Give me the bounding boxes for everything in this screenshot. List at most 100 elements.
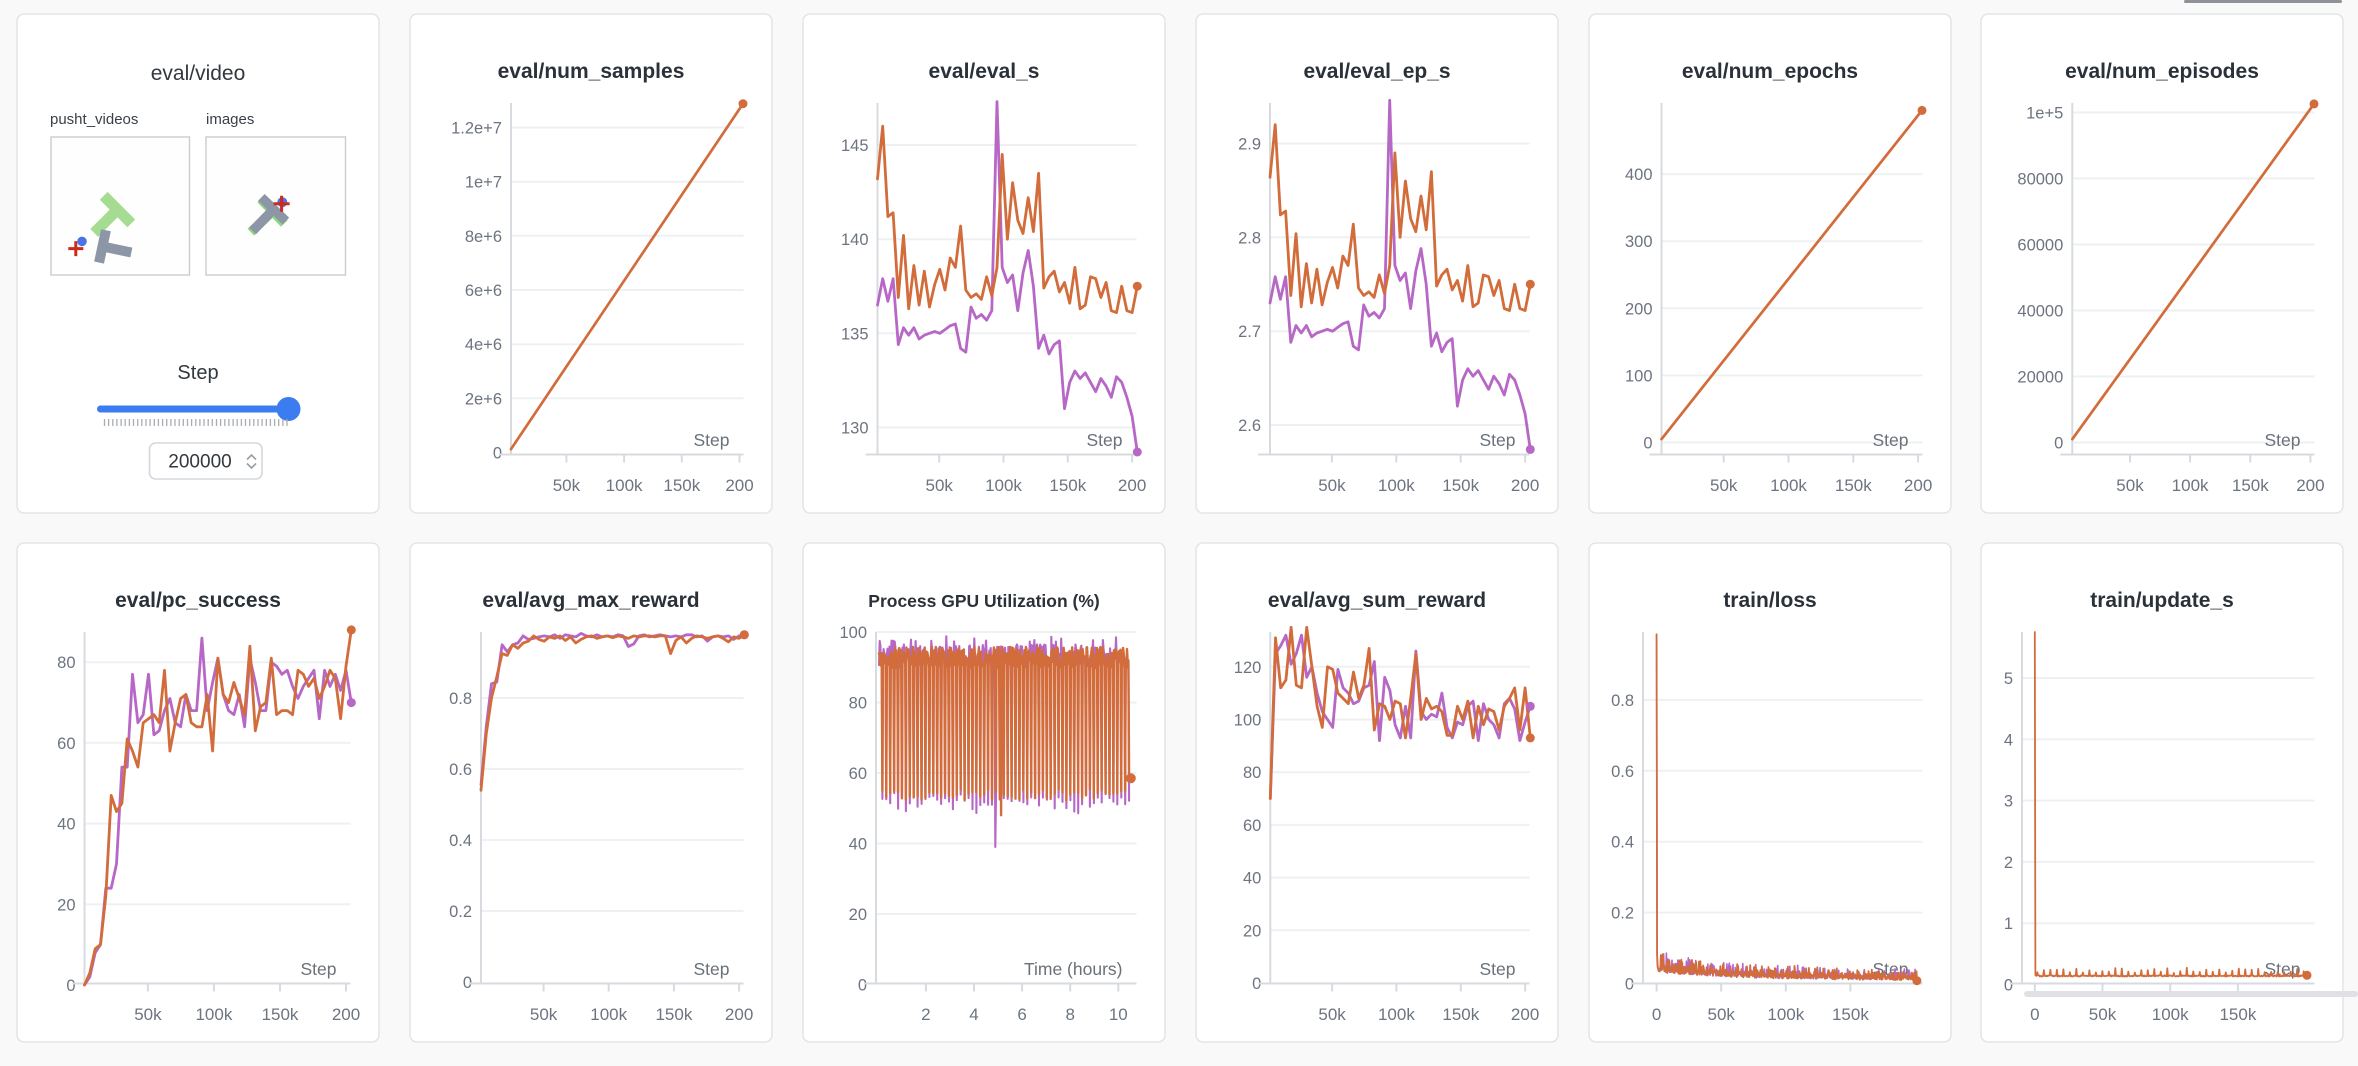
svg-text:80: 80 bbox=[849, 695, 867, 713]
svg-text:eval/video: eval/video bbox=[151, 62, 246, 85]
svg-text:0: 0 bbox=[2030, 1005, 2039, 1024]
svg-text:0.6: 0.6 bbox=[449, 761, 472, 779]
svg-text:80: 80 bbox=[57, 654, 75, 672]
svg-text:100k: 100k bbox=[1378, 1005, 1415, 1024]
svg-text:0: 0 bbox=[66, 977, 75, 995]
svg-text:Step: Step bbox=[1087, 430, 1123, 450]
svg-text:0.8: 0.8 bbox=[1611, 692, 1634, 710]
svg-text:80000: 80000 bbox=[2017, 171, 2063, 189]
svg-text:4: 4 bbox=[2004, 731, 2013, 749]
svg-text:100: 100 bbox=[1625, 367, 1653, 385]
svg-text:6e+6: 6e+6 bbox=[465, 282, 502, 300]
svg-text:40: 40 bbox=[1243, 870, 1261, 888]
svg-text:60: 60 bbox=[57, 735, 75, 753]
svg-text:20: 20 bbox=[849, 906, 867, 924]
svg-text:0: 0 bbox=[493, 445, 502, 463]
svg-text:150k: 150k bbox=[1442, 476, 1479, 495]
svg-text:150k: 150k bbox=[655, 1005, 692, 1024]
svg-text:1e+7: 1e+7 bbox=[465, 174, 502, 192]
svg-text:pusht_videos: pusht_videos bbox=[50, 111, 138, 128]
svg-text:Step: Step bbox=[1480, 959, 1516, 979]
svg-text:200000: 200000 bbox=[168, 452, 231, 473]
svg-text:8e+6: 8e+6 bbox=[465, 228, 502, 246]
svg-text:100k: 100k bbox=[590, 1005, 627, 1024]
svg-text:0: 0 bbox=[1625, 976, 1634, 994]
svg-text:100: 100 bbox=[1234, 712, 1262, 730]
svg-text:150k: 150k bbox=[1835, 476, 1872, 495]
svg-text:50k: 50k bbox=[1710, 476, 1738, 495]
svg-text:0.6: 0.6 bbox=[1611, 763, 1634, 781]
svg-text:40: 40 bbox=[849, 836, 867, 854]
svg-text:3: 3 bbox=[2004, 793, 2013, 811]
svg-text:100k: 100k bbox=[2152, 1005, 2189, 1024]
svg-text:10: 10 bbox=[1109, 1005, 1128, 1024]
svg-text:4e+6: 4e+6 bbox=[465, 336, 502, 354]
svg-text:0.4: 0.4 bbox=[1611, 834, 1634, 852]
svg-text:300: 300 bbox=[1625, 233, 1653, 251]
svg-text:100k: 100k bbox=[195, 1005, 232, 1024]
svg-text:200: 200 bbox=[725, 476, 753, 495]
svg-text:6: 6 bbox=[1017, 1005, 1026, 1024]
svg-text:200: 200 bbox=[332, 1005, 360, 1024]
svg-text:images: images bbox=[206, 111, 254, 128]
svg-text:0.2: 0.2 bbox=[1611, 905, 1634, 923]
svg-text:50k: 50k bbox=[2089, 1005, 2117, 1024]
svg-text:Time (hours): Time (hours) bbox=[1024, 959, 1123, 979]
svg-text:50k: 50k bbox=[2116, 476, 2144, 495]
svg-text:0: 0 bbox=[463, 974, 472, 992]
svg-text:2e+6: 2e+6 bbox=[465, 390, 502, 408]
svg-text:100k: 100k bbox=[606, 476, 643, 495]
svg-text:Step: Step bbox=[301, 959, 337, 979]
svg-text:150k: 150k bbox=[262, 1005, 299, 1024]
svg-text:2: 2 bbox=[921, 1005, 930, 1024]
svg-text:200: 200 bbox=[1511, 476, 1539, 495]
svg-text:120: 120 bbox=[1234, 659, 1262, 677]
svg-text:145: 145 bbox=[841, 137, 869, 155]
svg-text:eval/eval_ep_s: eval/eval_ep_s bbox=[1303, 60, 1450, 83]
svg-text:0: 0 bbox=[1652, 1005, 1661, 1024]
svg-text:20000: 20000 bbox=[2017, 369, 2063, 387]
svg-text:train/loss: train/loss bbox=[1723, 589, 1816, 612]
svg-text:40000: 40000 bbox=[2017, 303, 2063, 321]
svg-text:200: 200 bbox=[725, 1005, 753, 1024]
svg-text:0.4: 0.4 bbox=[449, 832, 472, 850]
svg-text:eval/pc_success: eval/pc_success bbox=[115, 589, 281, 612]
svg-text:0.8: 0.8 bbox=[449, 690, 472, 708]
svg-text:50k: 50k bbox=[1318, 476, 1346, 495]
svg-text:0: 0 bbox=[1643, 435, 1652, 453]
svg-text:0: 0 bbox=[1252, 975, 1261, 993]
svg-text:5: 5 bbox=[2004, 670, 2013, 688]
svg-text:1e+5: 1e+5 bbox=[2026, 105, 2063, 123]
svg-text:4: 4 bbox=[969, 1005, 978, 1024]
svg-text:150k: 150k bbox=[1049, 476, 1086, 495]
svg-text:eval/avg_max_reward: eval/avg_max_reward bbox=[482, 589, 699, 612]
svg-text:eval/num_epochs: eval/num_epochs bbox=[1682, 60, 1858, 83]
svg-text:100k: 100k bbox=[985, 476, 1022, 495]
svg-text:60: 60 bbox=[849, 765, 867, 783]
svg-text:Step: Step bbox=[2265, 430, 2301, 450]
svg-text:2.7: 2.7 bbox=[1238, 323, 1261, 341]
svg-text:40: 40 bbox=[57, 816, 75, 834]
svg-text:400: 400 bbox=[1625, 166, 1653, 184]
svg-text:eval/num_samples: eval/num_samples bbox=[498, 60, 685, 83]
svg-text:20: 20 bbox=[1243, 922, 1261, 940]
svg-text:50k: 50k bbox=[134, 1005, 162, 1024]
svg-text:1.2e+7: 1.2e+7 bbox=[451, 120, 502, 138]
svg-text:0: 0 bbox=[858, 977, 867, 995]
svg-text:100k: 100k bbox=[1378, 476, 1415, 495]
svg-text:Step: Step bbox=[1873, 430, 1909, 450]
svg-text:50k: 50k bbox=[1707, 1005, 1735, 1024]
svg-text:100: 100 bbox=[839, 624, 867, 642]
svg-text:2.9: 2.9 bbox=[1238, 136, 1261, 154]
svg-text:200: 200 bbox=[1904, 476, 1932, 495]
svg-text:Step: Step bbox=[694, 959, 730, 979]
svg-text:150k: 150k bbox=[663, 476, 700, 495]
svg-text:Step: Step bbox=[1480, 430, 1516, 450]
svg-text:200: 200 bbox=[1511, 1005, 1539, 1024]
svg-text:20: 20 bbox=[57, 896, 75, 914]
svg-text:200: 200 bbox=[2296, 476, 2324, 495]
svg-text:2.6: 2.6 bbox=[1238, 417, 1261, 435]
svg-text:100k: 100k bbox=[1767, 1005, 1804, 1024]
svg-text:200: 200 bbox=[1118, 476, 1146, 495]
svg-text:Step: Step bbox=[177, 362, 218, 384]
